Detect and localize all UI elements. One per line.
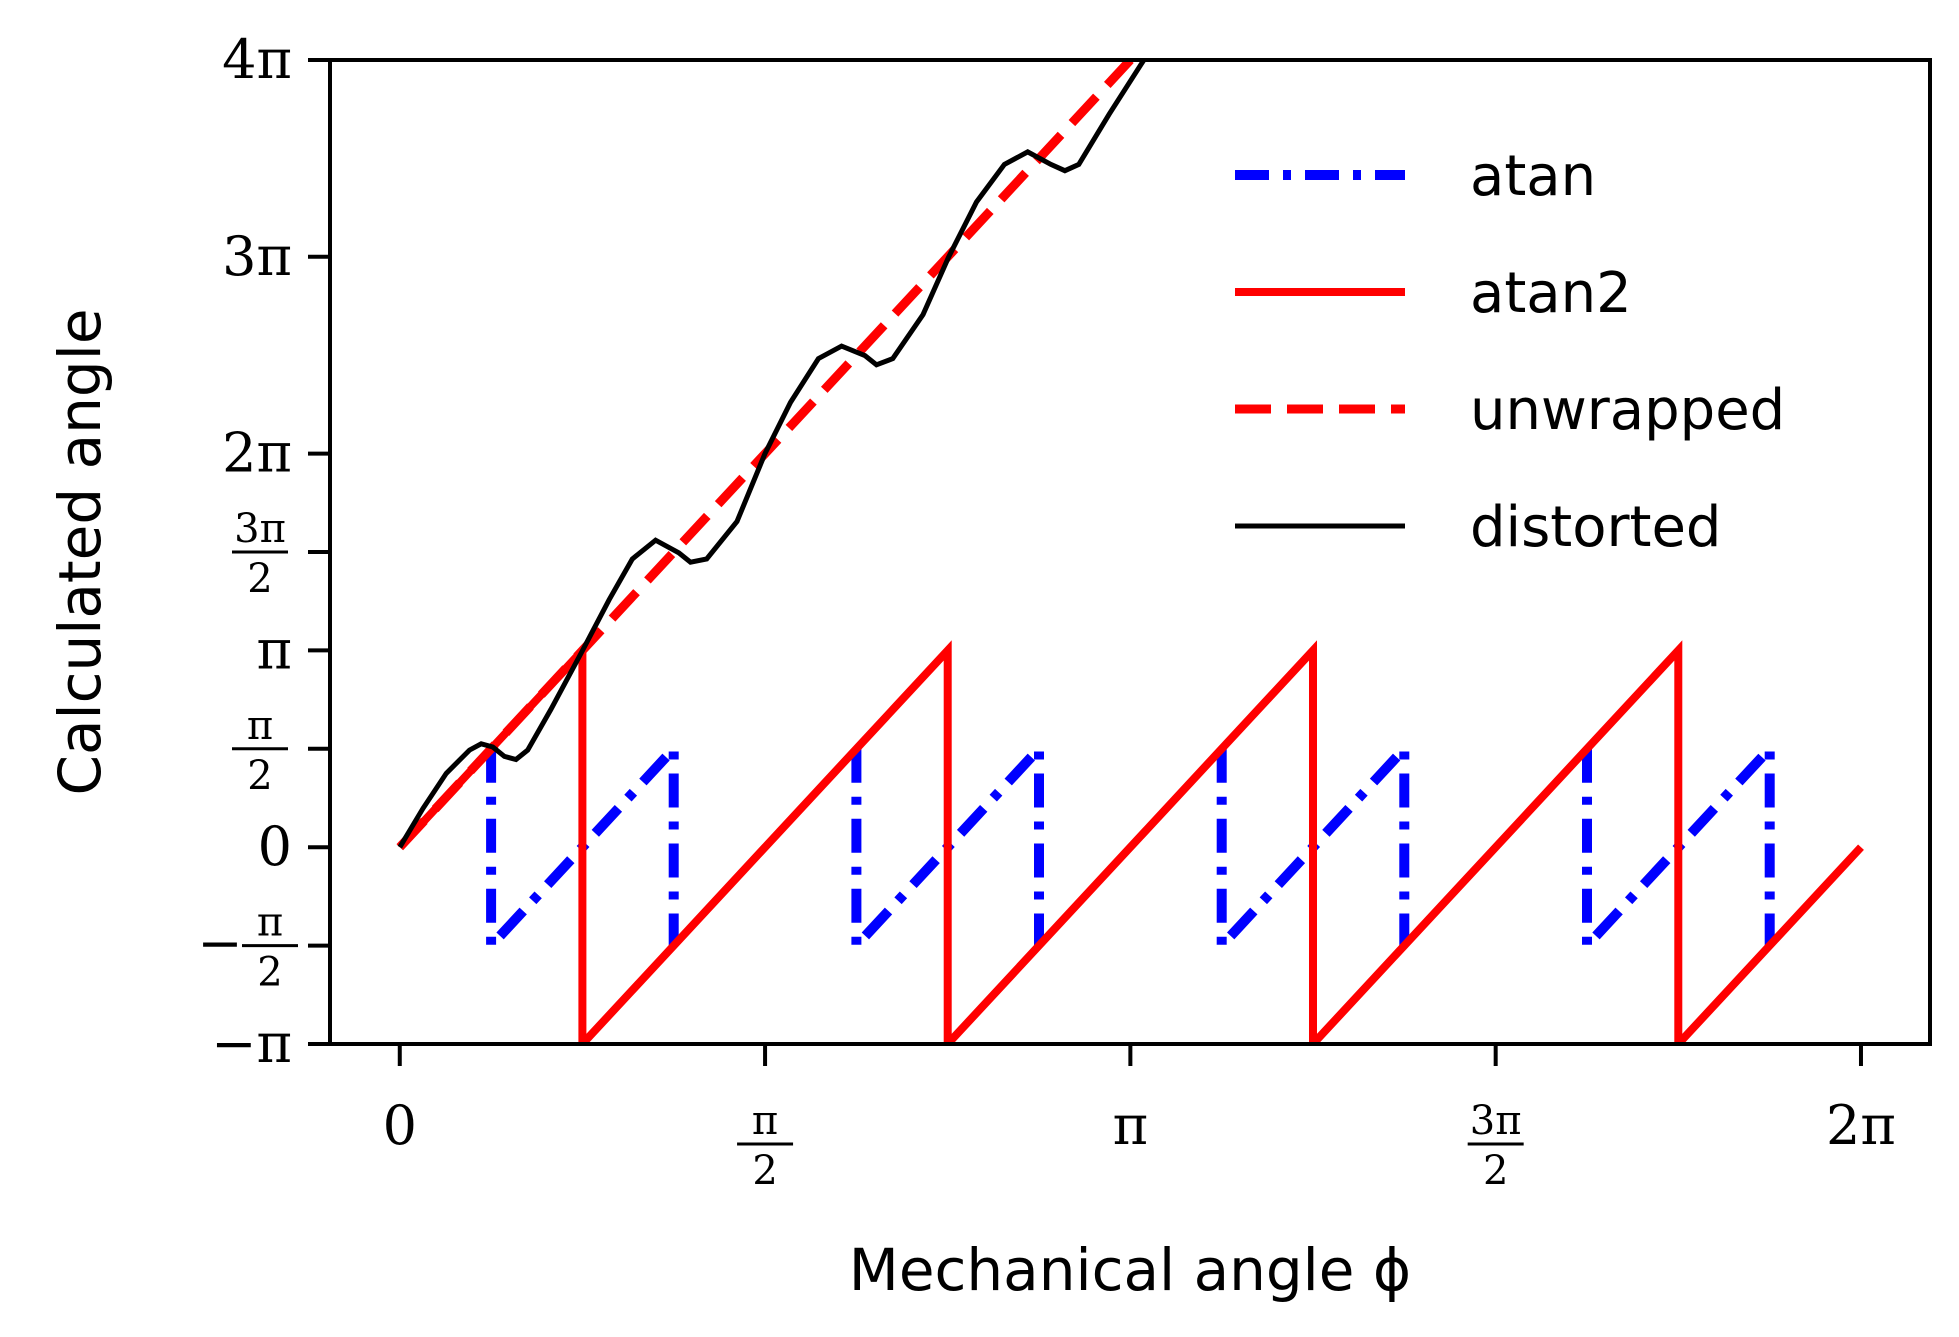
y-tick-label: 2π bbox=[222, 422, 292, 485]
y-tick-label-fraction: − π2 bbox=[197, 900, 298, 996]
y-tick-label: −π bbox=[211, 1012, 292, 1075]
x-tick-label-denominator: 2 bbox=[752, 1148, 777, 1194]
y-tick-label-denominator: 2 bbox=[247, 556, 272, 602]
x-tick-label-numerator: 3π bbox=[1470, 1098, 1522, 1144]
series-atan2-line bbox=[396, 640, 1864, 1044]
legend-label-unwrapped: unwrapped bbox=[1470, 378, 1785, 443]
y-tick-label-numerator: 3π bbox=[234, 506, 286, 552]
y-tick-label-numerator: π bbox=[247, 703, 273, 749]
x-tick-label: π bbox=[1113, 1094, 1149, 1157]
y-tick-label-sign: − bbox=[197, 912, 242, 975]
series-layer bbox=[396, 60, 1864, 1044]
y-tick-label-fraction: 3π2 bbox=[232, 506, 288, 602]
x-tick-label-fraction: π2 bbox=[737, 1098, 794, 1194]
y-tick-label-fraction: π2 bbox=[232, 703, 288, 799]
y-tick-label-numerator: π bbox=[257, 900, 283, 946]
x-tick-label: 2π bbox=[1826, 1094, 1896, 1157]
legend-label-atan2: atan2 bbox=[1470, 261, 1632, 326]
series-distorted-line bbox=[397, 60, 1147, 849]
y-tick-label: π bbox=[257, 618, 293, 681]
legend: atan atan2 unwrapped distorted bbox=[1235, 144, 1785, 560]
x-tick-label-numerator: π bbox=[752, 1098, 778, 1144]
y-tick-label: 4π bbox=[222, 28, 292, 91]
x-tick-label-fraction: 3π2 bbox=[1467, 1098, 1524, 1194]
x-axis-label: Mechanical angle ϕ bbox=[849, 1236, 1411, 1304]
x-tick-label: 0 bbox=[383, 1094, 417, 1157]
y-axis-label: Calculated angle bbox=[46, 308, 114, 795]
x-tick-label-denominator: 2 bbox=[1483, 1148, 1508, 1194]
y-tick-label-denominator: 2 bbox=[257, 950, 282, 996]
legend-label-distorted: distorted bbox=[1470, 495, 1721, 560]
y-tick-label: 0 bbox=[258, 815, 292, 878]
y-tick-label: 3π bbox=[222, 225, 292, 288]
legend-label-atan: atan bbox=[1470, 144, 1596, 209]
y-tick-label-denominator: 2 bbox=[247, 753, 272, 799]
